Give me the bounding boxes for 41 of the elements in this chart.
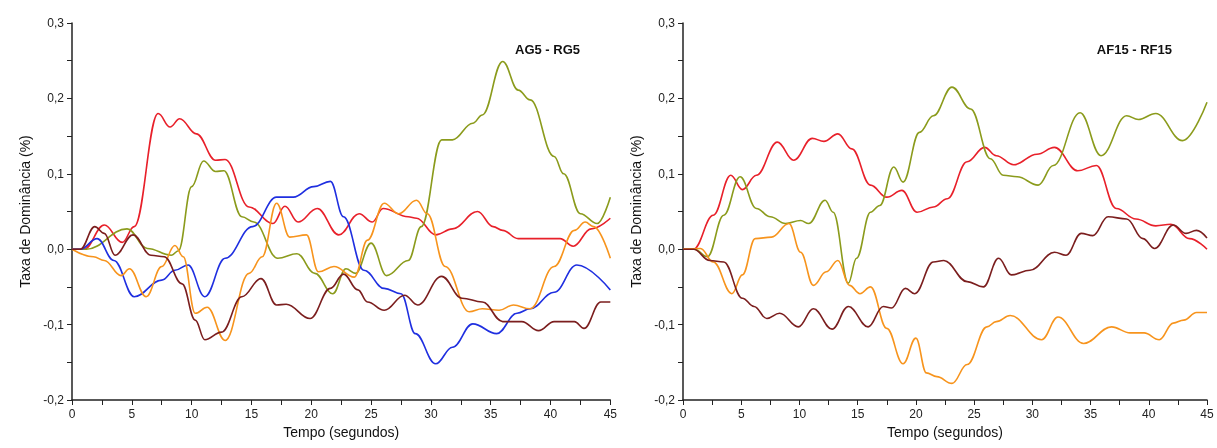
y-axis-title: Taxa de Dominância (%): [628, 135, 644, 288]
x-tick-label: 10: [184, 407, 199, 421]
x-tick-label: 45: [603, 407, 618, 421]
x-axis-title: Tempo (segundos): [283, 423, 400, 440]
y-tick-label: 0,2: [658, 91, 676, 106]
y-tick-label: 0,2: [47, 91, 65, 106]
y-tick-label: -0,1: [43, 317, 65, 332]
x-tick-label: 5: [128, 407, 136, 421]
y-axis-title: Taxa de Dominância (%): [17, 135, 33, 288]
x-tick-label: 45: [1200, 407, 1214, 421]
x-tick-label: 30: [1025, 407, 1040, 421]
y-tick-label: 0,0: [658, 242, 676, 257]
y-tick-label: -0,2: [654, 393, 676, 407]
line-series: [682, 215, 1208, 330]
y-tick-label: 0,3: [47, 16, 65, 30]
x-tick-label: 20: [909, 407, 923, 421]
y-tick-label: 0,3: [658, 16, 676, 30]
x-tick-label: 10: [792, 407, 807, 421]
y-tick-label: 0,1: [47, 166, 65, 181]
line-series: [71, 199, 612, 342]
x-tick-label: 25: [967, 407, 982, 421]
x-tick-label: 35: [1083, 407, 1098, 421]
x-tick-label: 40: [543, 407, 558, 421]
y-tick-label: 0,1: [658, 166, 676, 181]
x-tick-label: 15: [244, 407, 259, 421]
x-tick-label: 15: [850, 407, 865, 421]
y-tick-label: 0,0: [47, 242, 65, 257]
x-tick-label: 35: [484, 407, 498, 421]
x-tick-label: 25: [364, 407, 379, 421]
x-tick-label: 5: [737, 407, 745, 421]
text: AF15 - RF15: [1096, 42, 1173, 57]
x-tick-label: 30: [424, 407, 438, 421]
y-tick-label: -0,1: [654, 317, 676, 332]
x-tick-label: 0: [679, 407, 687, 421]
x-tick-label: 20: [304, 407, 319, 421]
x-tick-label: 0: [68, 407, 76, 421]
x-tick-label: 40: [1142, 407, 1156, 421]
text: AG5 - RG5: [514, 42, 580, 57]
y-tick-label: -0,2: [43, 393, 65, 407]
line-series: [71, 225, 612, 341]
x-axis-title: Tempo (segundos): [887, 423, 1003, 440]
